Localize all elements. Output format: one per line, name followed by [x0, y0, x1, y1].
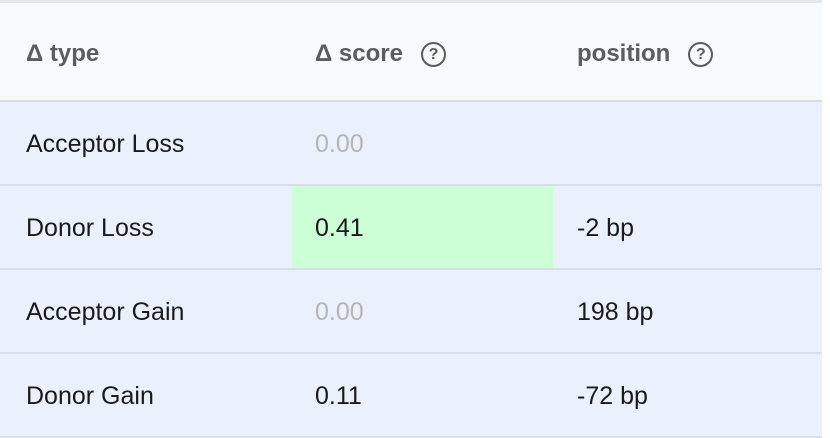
- help-icon[interactable]: ?: [688, 41, 714, 67]
- top-border: [0, 0, 822, 3]
- header-position-label: position: [577, 40, 671, 67]
- table-row: Acceptor Loss 0.00: [0, 102, 822, 186]
- table-header: Δ type Δ score? position?: [0, 3, 822, 102]
- score-cell: 0.00: [315, 130, 364, 158]
- table-row: Donor Loss 0.41 -2 bp: [0, 186, 822, 270]
- help-icon[interactable]: ?: [420, 41, 446, 67]
- header-score[interactable]: Δ score?: [315, 40, 446, 68]
- header-type-label: Δ type: [26, 40, 100, 67]
- table-row: Donor Gain 0.11 -72 bp: [0, 354, 822, 438]
- header-score-label: Δ score: [315, 40, 403, 67]
- score-cell: 0.11: [315, 382, 362, 410]
- position-cell: 198 bp: [577, 298, 654, 326]
- type-cell: Acceptor Loss: [26, 130, 185, 158]
- type-cell: Donor Gain: [26, 382, 154, 410]
- score-cell: 0.00: [315, 298, 364, 326]
- header-position[interactable]: position?: [577, 40, 714, 68]
- table-row: Acceptor Gain 0.00 198 bp: [0, 270, 822, 354]
- type-cell: Acceptor Gain: [26, 298, 185, 326]
- score-cell: 0.41: [292, 186, 553, 268]
- type-cell: Donor Loss: [26, 214, 154, 242]
- position-cell: -72 bp: [577, 382, 648, 410]
- header-type[interactable]: Δ type: [26, 40, 99, 68]
- position-cell: -2 bp: [577, 214, 634, 242]
